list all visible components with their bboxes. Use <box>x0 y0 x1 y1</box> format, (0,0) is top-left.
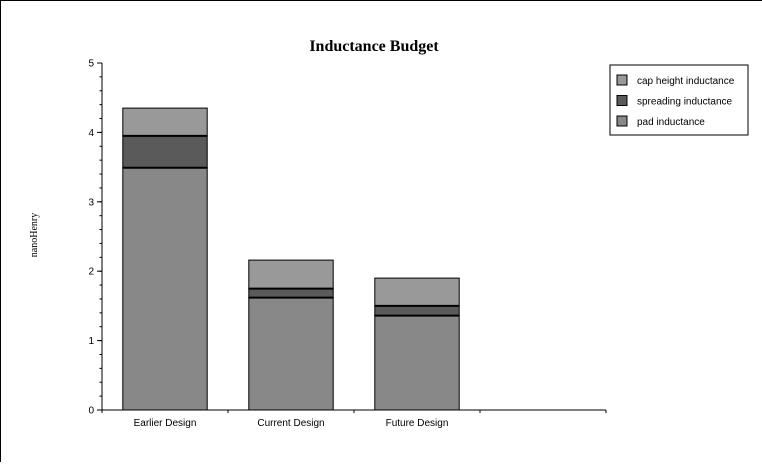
y-tick-label: 4 <box>88 128 94 139</box>
x-tick-label: Future Design <box>386 418 449 429</box>
bar-segment-pad-inductance <box>374 315 460 411</box>
chart-title: Inductance Budget <box>309 38 439 55</box>
legend-box <box>609 64 749 136</box>
legend-swatch <box>616 115 628 127</box>
x-tick-label: Earlier Design <box>134 418 197 429</box>
bar-segment-spreading-inductance <box>248 288 334 299</box>
bar-segment-cap-height-inductance <box>122 107 208 137</box>
legend-swatch <box>616 95 628 106</box>
bar-segment-spreading-inductance <box>374 305 460 317</box>
bar-segment-pad-inductance <box>122 167 208 411</box>
bar-segment-cap-height-inductance <box>248 259 334 290</box>
bar-segment-spreading-inductance <box>122 135 208 169</box>
axes-layer: 0 1 2 3 4 5 Earlier Design Current Design Future… <box>88 59 607 429</box>
y-axis-label: nanoHenry <box>29 213 40 257</box>
legend-swatch <box>616 74 628 86</box>
y-tick-label: 3 <box>88 197 94 208</box>
y-tick-label: 2 <box>88 267 94 278</box>
y-tick-label: 0 <box>88 406 94 417</box>
bars-layer <box>122 107 460 411</box>
bar-segment-cap-height-inductance <box>374 277 460 307</box>
legend-label: pad inductance <box>637 117 705 128</box>
legend-label: cap height inductance <box>637 76 735 87</box>
legend-label: spreading inductance <box>637 97 733 108</box>
y-tick-label: 5 <box>88 59 94 70</box>
bar-segment-pad-inductance <box>248 297 334 411</box>
x-tick-label: Current Design <box>257 418 324 429</box>
legend: cap height inductance spreading inductanc… <box>609 64 749 136</box>
y-tick-label: 1 <box>88 336 94 347</box>
